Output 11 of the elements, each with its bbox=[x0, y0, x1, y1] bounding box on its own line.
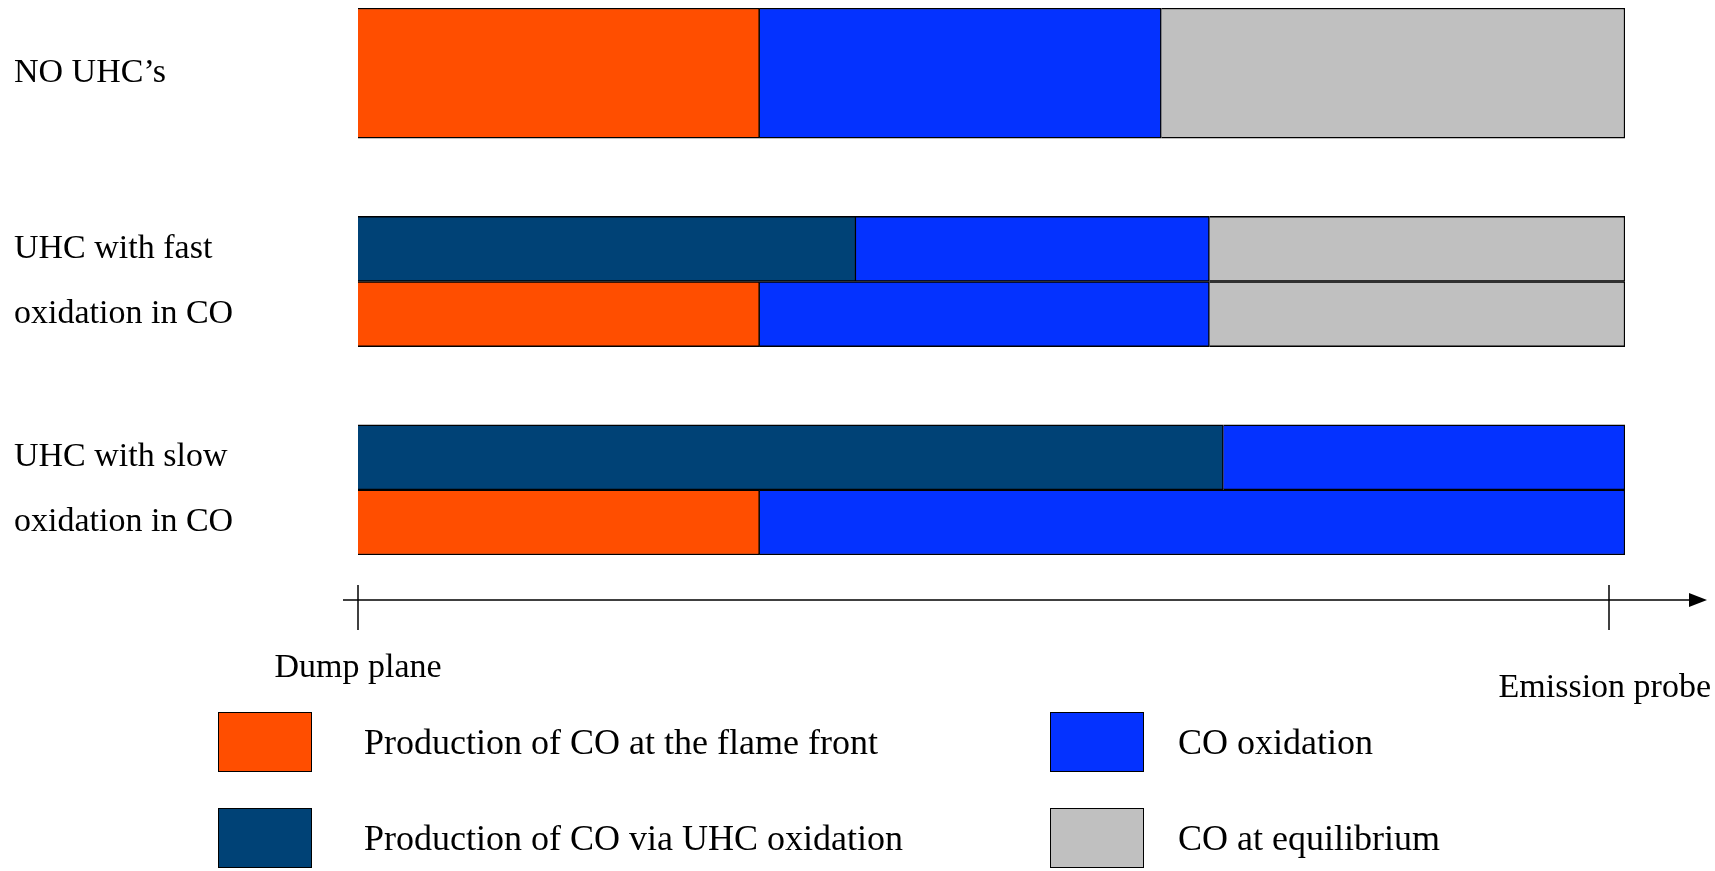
legend-label: Production of CO via UHC oxidation bbox=[364, 817, 903, 859]
text: Dump plane bbox=[274, 646, 442, 684]
y-tick-label: oxidation in CO bbox=[14, 501, 234, 539]
y-tick-label: UHC with fast bbox=[14, 227, 213, 265]
legend-label: CO oxidation bbox=[1178, 721, 1373, 763]
text: Emission probe bbox=[1498, 666, 1711, 704]
y-tick-label: oxidation in CO bbox=[14, 292, 234, 330]
y-tick-label: UHC with slow bbox=[14, 436, 228, 474]
legend-label: CO at equilibrium bbox=[1178, 817, 1440, 859]
legend-label: Production of CO at the flame front bbox=[364, 721, 878, 763]
y-tick-label: NO UHC’s bbox=[14, 52, 167, 90]
